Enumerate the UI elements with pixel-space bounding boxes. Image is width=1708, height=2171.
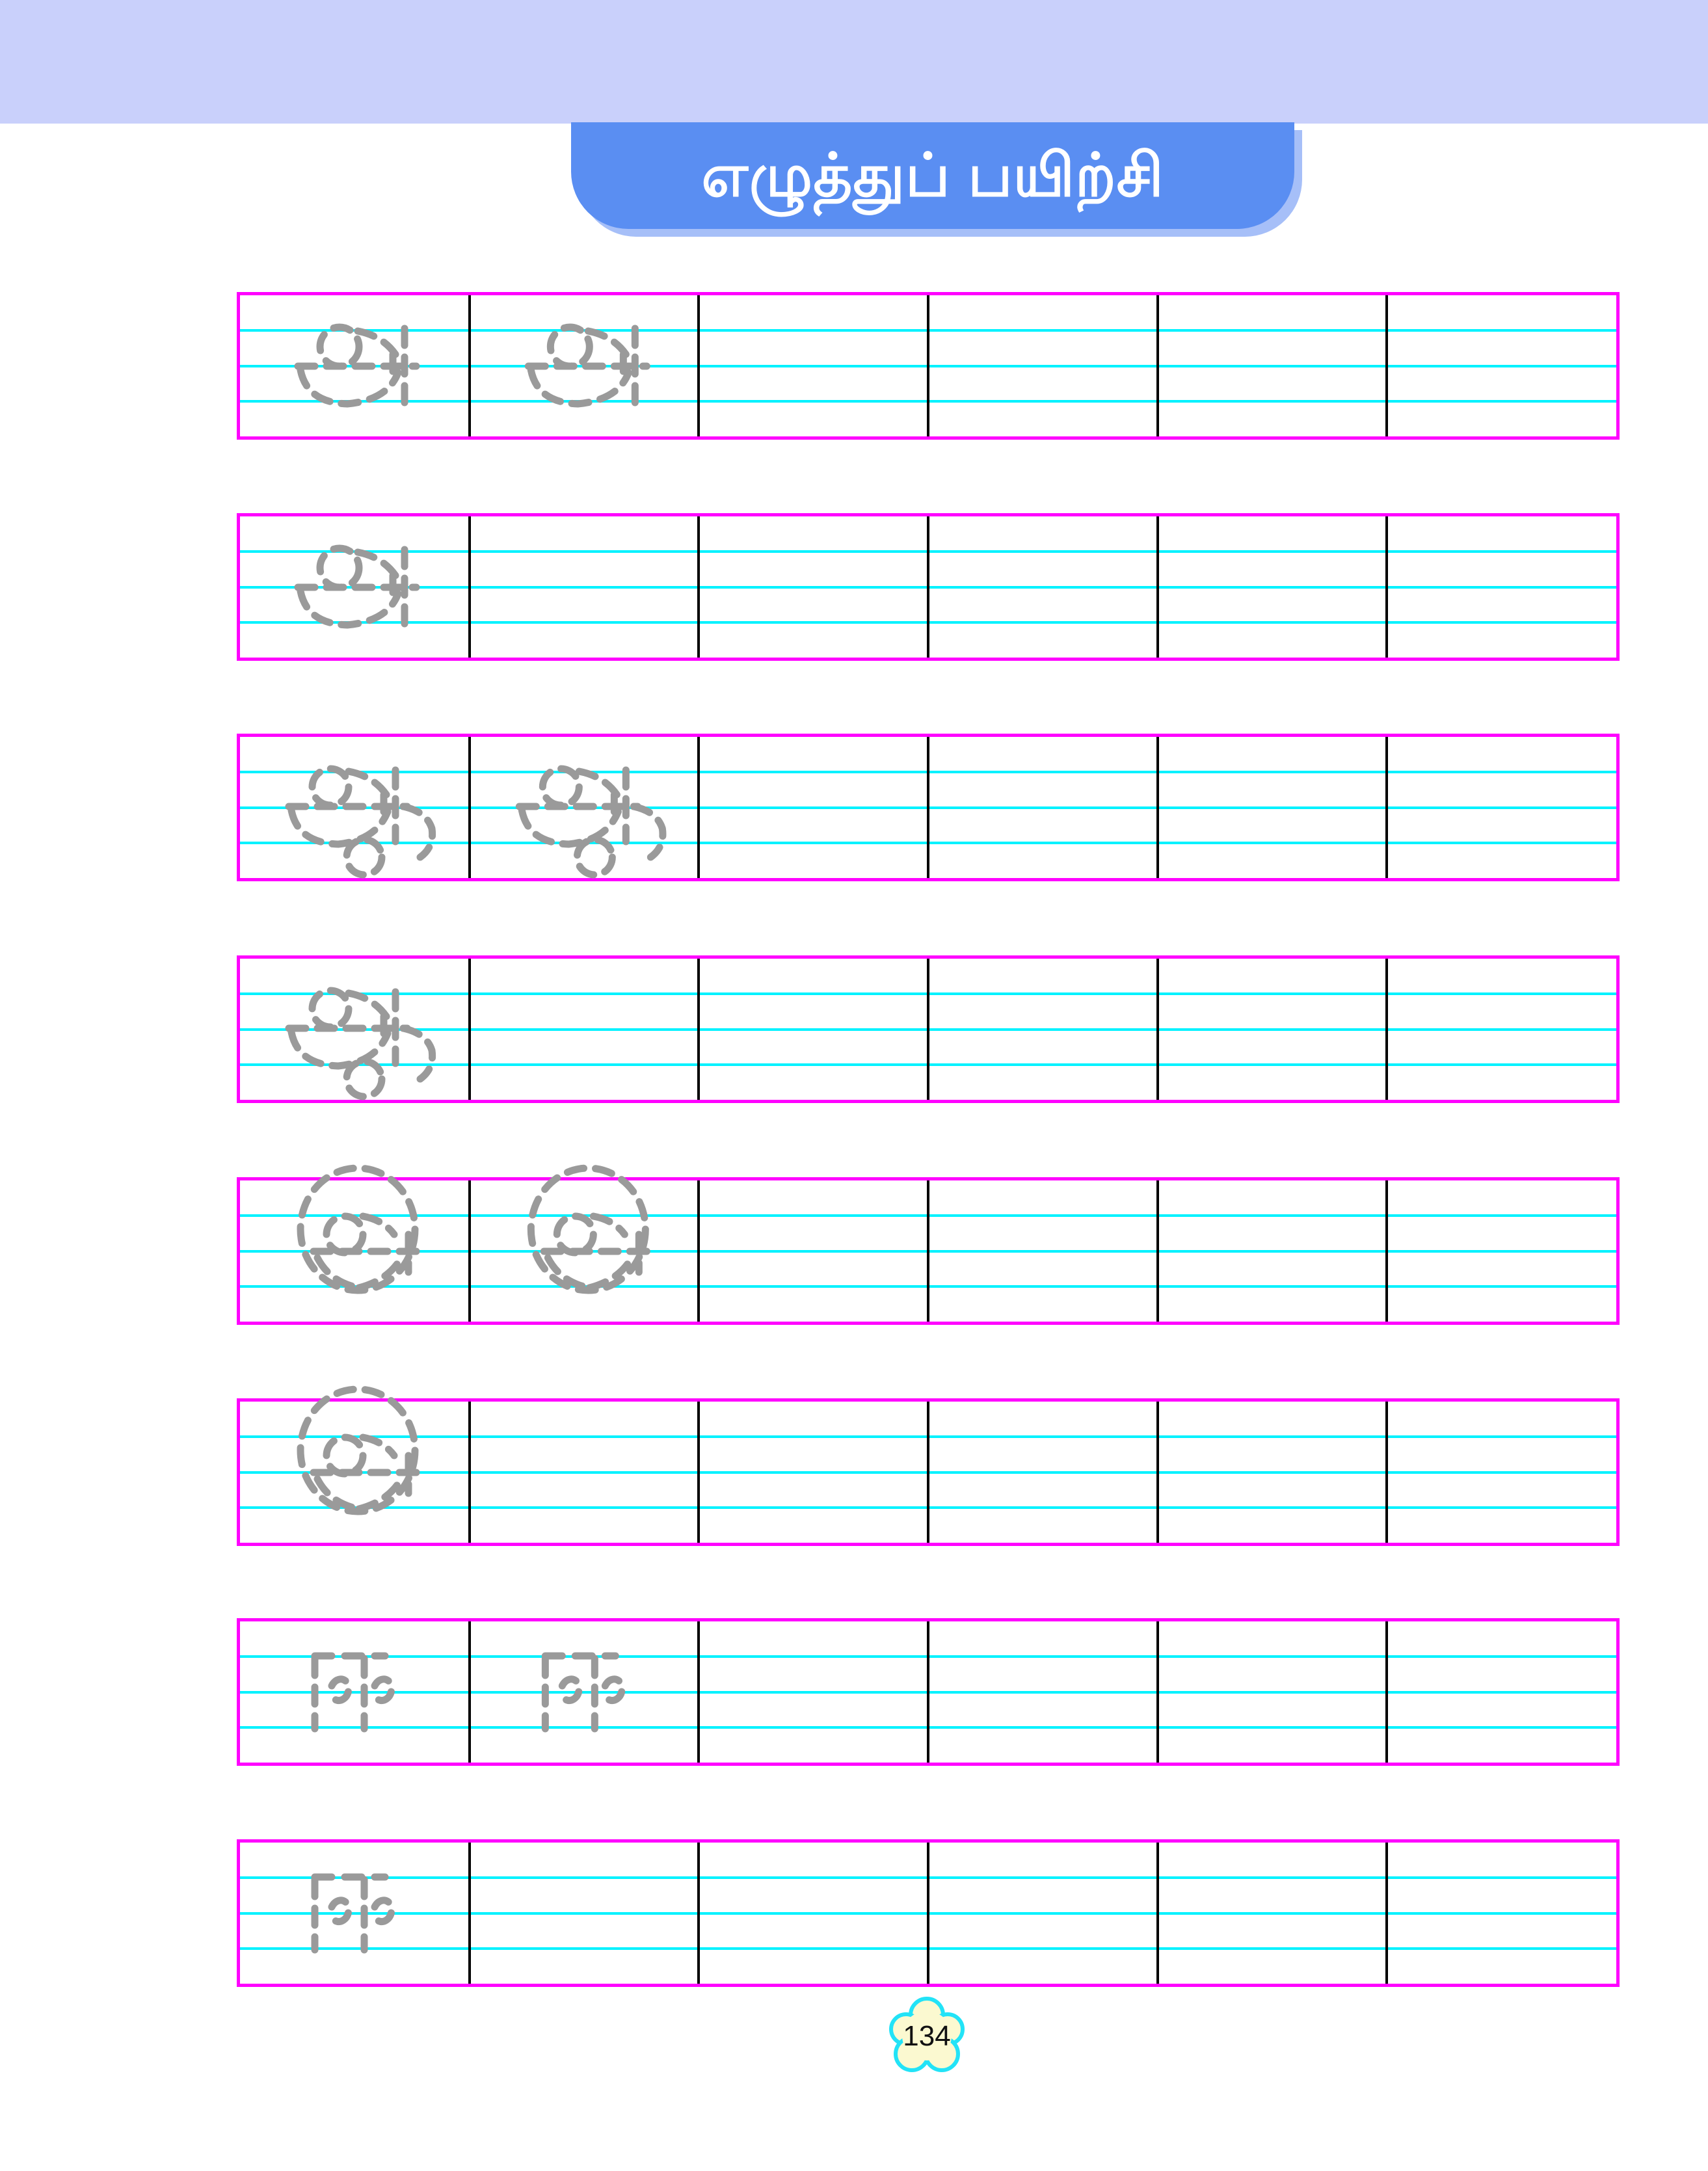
trace-letters-layer: [311, 1652, 626, 1733]
cell-divider: [927, 516, 929, 658]
cell-divider: [468, 1621, 471, 1763]
trace-letter: [285, 765, 436, 879]
cell-divider: [1385, 737, 1389, 878]
cell-divider: [1385, 1402, 1389, 1543]
practice-grid-row: [237, 955, 1620, 1103]
cell-divider: [468, 959, 471, 1100]
trace-letters-layer: [297, 1385, 427, 1515]
practice-grid-row: [237, 513, 1620, 661]
trace-letter: [294, 323, 420, 408]
trace-letters-layer: [294, 544, 420, 629]
cell-divider: [1156, 1180, 1159, 1322]
cell-divider: [468, 516, 471, 658]
practice-grid-row: [237, 734, 1620, 881]
cell-divider: [1156, 737, 1159, 878]
cell-divider: [468, 1843, 471, 1984]
cell-divider: [468, 1180, 471, 1322]
flower-icon: [889, 1997, 965, 2072]
cell-divider: [697, 1402, 701, 1543]
cell-divider: [1385, 295, 1389, 436]
practice-grid-row: [237, 1839, 1620, 1987]
cell-divider: [1385, 1180, 1389, 1322]
trace-letter: [311, 1873, 395, 1954]
cell-divider: [697, 737, 701, 878]
trace-letters-layer: [285, 765, 667, 879]
cell-divider: [697, 1180, 701, 1322]
cell-divider: [1385, 959, 1389, 1100]
trace-letter: [285, 987, 436, 1100]
page-title: எழுத்துப் பயிற்சி: [701, 142, 1164, 209]
title-banner: எழுத்துப் பயிற்சி: [571, 122, 1294, 229]
trace-letter: [527, 1164, 657, 1294]
trace-letter: [297, 1164, 427, 1294]
cell-divider: [1156, 1621, 1159, 1763]
trace-letter: [294, 544, 420, 629]
trace-letter: [311, 1652, 395, 1733]
cell-divider: [1385, 1621, 1389, 1763]
cell-divider: [697, 295, 701, 436]
trace-letters-layer: [285, 987, 436, 1100]
page-number-badge: 134: [885, 1995, 969, 2075]
cell-divider: [1156, 516, 1159, 658]
cell-divider: [927, 1843, 929, 1984]
trace-letters-layer: [294, 323, 650, 408]
cell-divider: [468, 737, 471, 878]
cell-divider: [1385, 516, 1389, 658]
trace-letters-layer: [311, 1873, 395, 1954]
cell-divider: [468, 295, 471, 436]
cell-divider: [1156, 959, 1159, 1100]
practice-grid-row: [237, 1164, 1620, 1325]
cell-divider: [697, 516, 701, 658]
trace-letter: [515, 765, 667, 879]
cell-divider: [697, 1843, 701, 1984]
practice-grid-row: [237, 1385, 1620, 1546]
cell-divider: [1156, 295, 1159, 436]
header-band: [0, 0, 1708, 124]
cell-divider: [927, 737, 929, 878]
cell-divider: [697, 959, 701, 1100]
cell-divider: [1156, 1402, 1159, 1543]
flower-center: [902, 2011, 952, 2060]
cell-divider: [1156, 1843, 1159, 1984]
trace-letter: [541, 1652, 626, 1733]
trace-letter: [297, 1385, 427, 1515]
cell-divider: [927, 959, 929, 1100]
cell-divider: [1385, 1843, 1389, 1984]
trace-letter: [524, 323, 650, 408]
cell-divider: [927, 295, 929, 436]
practice-grid-row: [237, 292, 1620, 440]
page-number: 134: [903, 2020, 951, 2052]
cell-divider: [697, 1621, 701, 1763]
practice-grid-row: [237, 1618, 1620, 1766]
trace-letters-layer: [297, 1164, 657, 1294]
cell-divider: [468, 1402, 471, 1543]
cell-divider: [927, 1402, 929, 1543]
cell-divider: [927, 1621, 929, 1763]
cell-divider: [927, 1180, 929, 1322]
